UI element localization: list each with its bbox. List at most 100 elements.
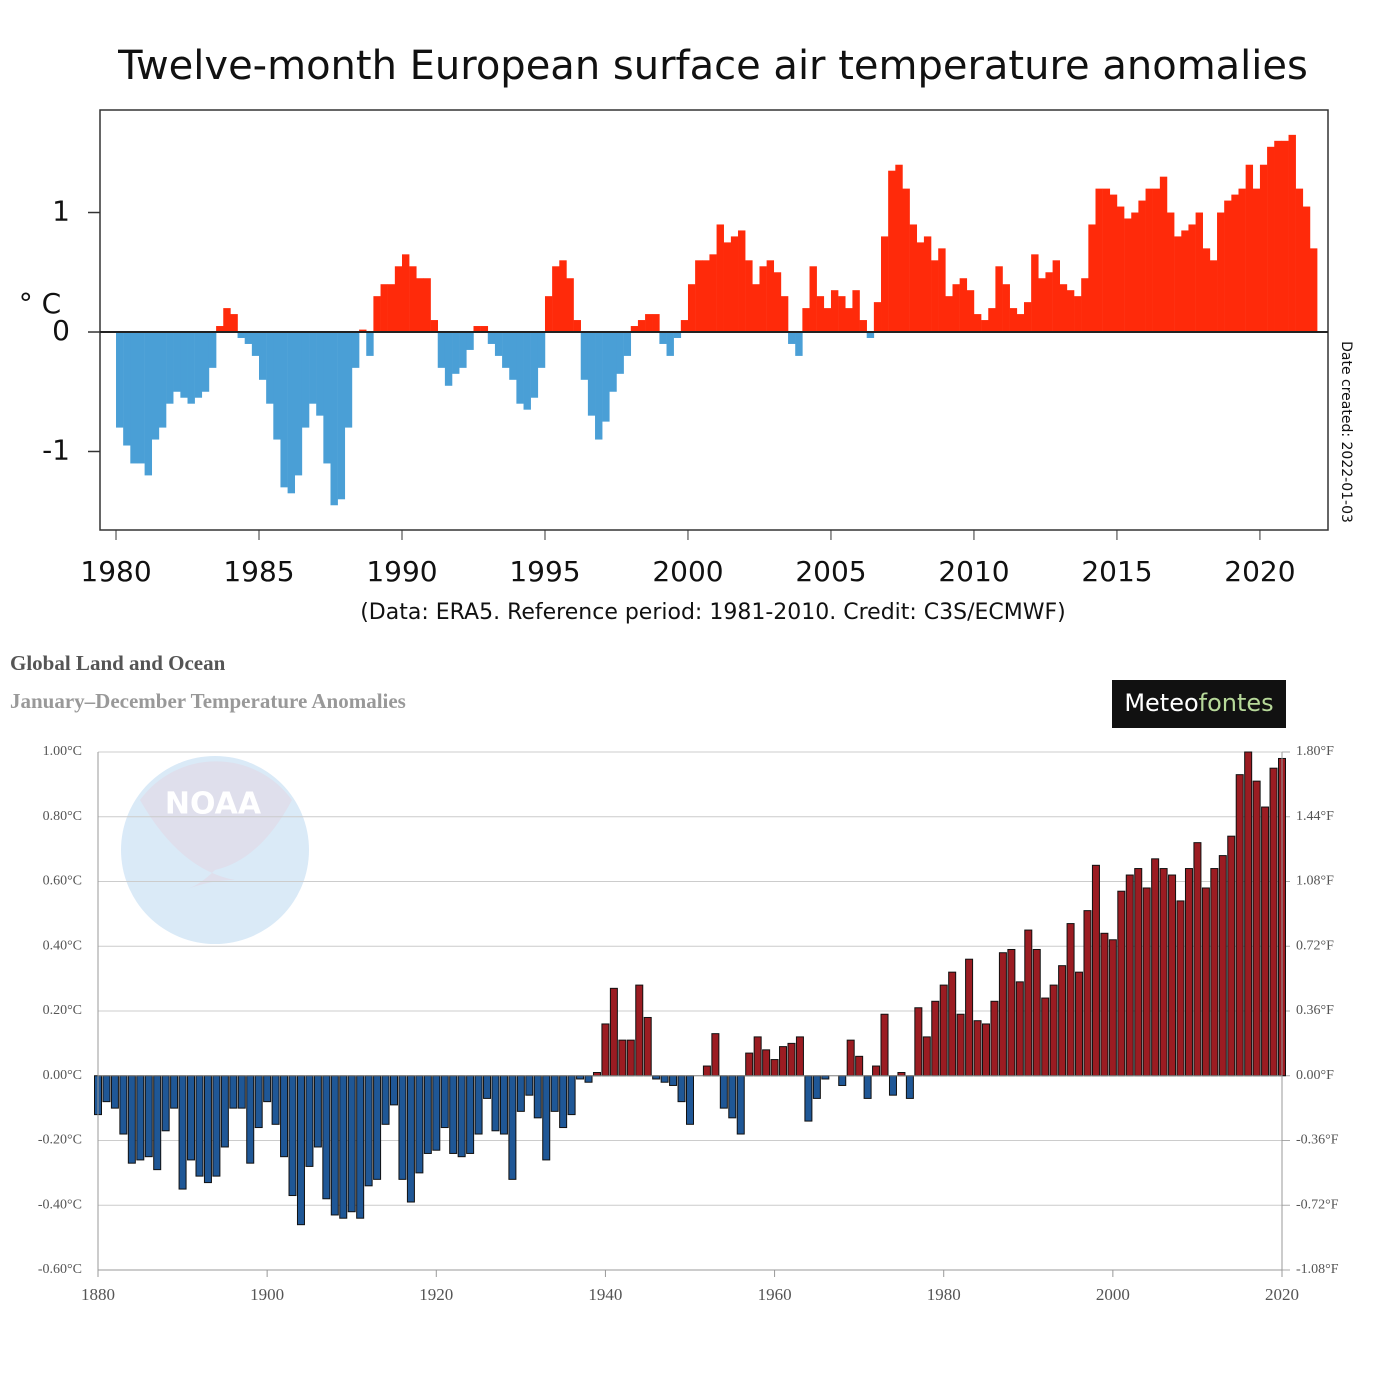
x-tick-label: 2005: [795, 555, 866, 588]
bar: [759, 266, 767, 333]
bar: [905, 1075, 914, 1099]
chart-subtitle: January–December Temperature Anomalies: [10, 689, 406, 713]
bar: [804, 1075, 813, 1122]
bar: [287, 332, 296, 494]
y-tick-label: 0: [52, 314, 70, 347]
bar: [559, 1075, 568, 1129]
bar: [359, 329, 367, 333]
bar: [738, 230, 746, 333]
bar: [1142, 887, 1151, 1077]
bar: [1024, 929, 1033, 1077]
bar: [380, 284, 388, 333]
bar: [1261, 806, 1270, 1077]
bar: [584, 1075, 593, 1083]
bar: [881, 236, 889, 333]
bar: [203, 1075, 212, 1184]
watermark-box: [1112, 680, 1286, 728]
bar: [144, 332, 153, 476]
bar: [230, 314, 238, 333]
bar: [880, 1013, 889, 1077]
bar: [116, 332, 124, 428]
bar: [1045, 272, 1053, 333]
bar: [730, 236, 739, 333]
x-tick-label: 1980: [927, 1285, 961, 1304]
bar: [229, 1075, 238, 1109]
bar: [626, 1039, 635, 1077]
x-tick-label: 1920: [419, 1285, 453, 1304]
bar: [677, 1075, 686, 1103]
bar: [246, 1075, 255, 1164]
bar: [618, 1039, 627, 1077]
y-tick-label: 0.60°C: [43, 874, 82, 889]
y-tick-label: -0.40°C: [38, 1197, 82, 1212]
bar: [1116, 206, 1125, 333]
watermark-part: Meteo: [1124, 689, 1198, 717]
bar: [173, 332, 181, 392]
bar: [1227, 835, 1236, 1077]
logo-text: NOAA: [165, 787, 262, 822]
bar: [153, 1075, 162, 1171]
bar: [788, 332, 796, 344]
bar: [981, 320, 989, 333]
bar: [909, 224, 918, 333]
bar: [1145, 188, 1153, 333]
bar: [1302, 206, 1311, 333]
y-tick-label: 0.20°C: [43, 1003, 82, 1018]
bar: [366, 332, 374, 356]
plot: -0.60°C -0.40°C -0.20°C 0.00°C 0.20°C 0.40°C 0…: [38, 744, 1339, 1304]
bar: [956, 1013, 965, 1077]
bar: [666, 332, 674, 356]
bar: [859, 320, 867, 333]
noaa-logo: NOAA: [121, 756, 309, 944]
bar: [1252, 780, 1261, 1077]
bar: [1176, 900, 1185, 1077]
logo-top: [140, 761, 292, 890]
bar: [988, 308, 996, 333]
bar: [1168, 874, 1177, 1077]
bar: [251, 332, 260, 356]
y-tick-label: 0.40°C: [43, 938, 82, 953]
bar: [1193, 842, 1202, 1077]
x-tick-label: 2020: [1224, 555, 1295, 588]
bar: [587, 332, 596, 416]
bar: [178, 1075, 187, 1190]
bar: [990, 1000, 999, 1077]
bar: [1102, 188, 1111, 333]
y-tick-label: 1: [52, 195, 70, 228]
bar: [301, 332, 310, 428]
bar: [409, 266, 417, 333]
bar: [1059, 284, 1068, 333]
bar: [660, 1075, 669, 1083]
bar: [795, 332, 803, 356]
bar: [1052, 260, 1061, 333]
bar: [296, 1075, 305, 1226]
bar: [119, 1075, 128, 1135]
bar: [959, 278, 968, 333]
bar: [423, 278, 431, 333]
bar: [473, 326, 481, 333]
bar: [1016, 314, 1025, 333]
bar: [1174, 236, 1182, 333]
y2-tick-label: 0.00°F: [1296, 1068, 1334, 1083]
bar: [544, 296, 553, 333]
bar: [1091, 864, 1100, 1077]
bar: [863, 1075, 872, 1099]
bar: [965, 958, 974, 1077]
bar: [459, 332, 467, 368]
bar: [1218, 855, 1227, 1077]
bar: [895, 164, 903, 333]
bar: [966, 290, 975, 333]
bar: [752, 284, 760, 333]
bar: [601, 1023, 610, 1077]
bar: [263, 1075, 272, 1103]
bar: [180, 332, 188, 398]
bar: [795, 1036, 804, 1077]
x-tick-label: 2015: [1081, 555, 1152, 588]
bar: [1309, 248, 1318, 333]
bar: [316, 332, 324, 416]
bar: [1210, 868, 1219, 1077]
bar: [787, 1042, 796, 1077]
bar: [802, 308, 810, 333]
bar: [728, 1075, 737, 1119]
